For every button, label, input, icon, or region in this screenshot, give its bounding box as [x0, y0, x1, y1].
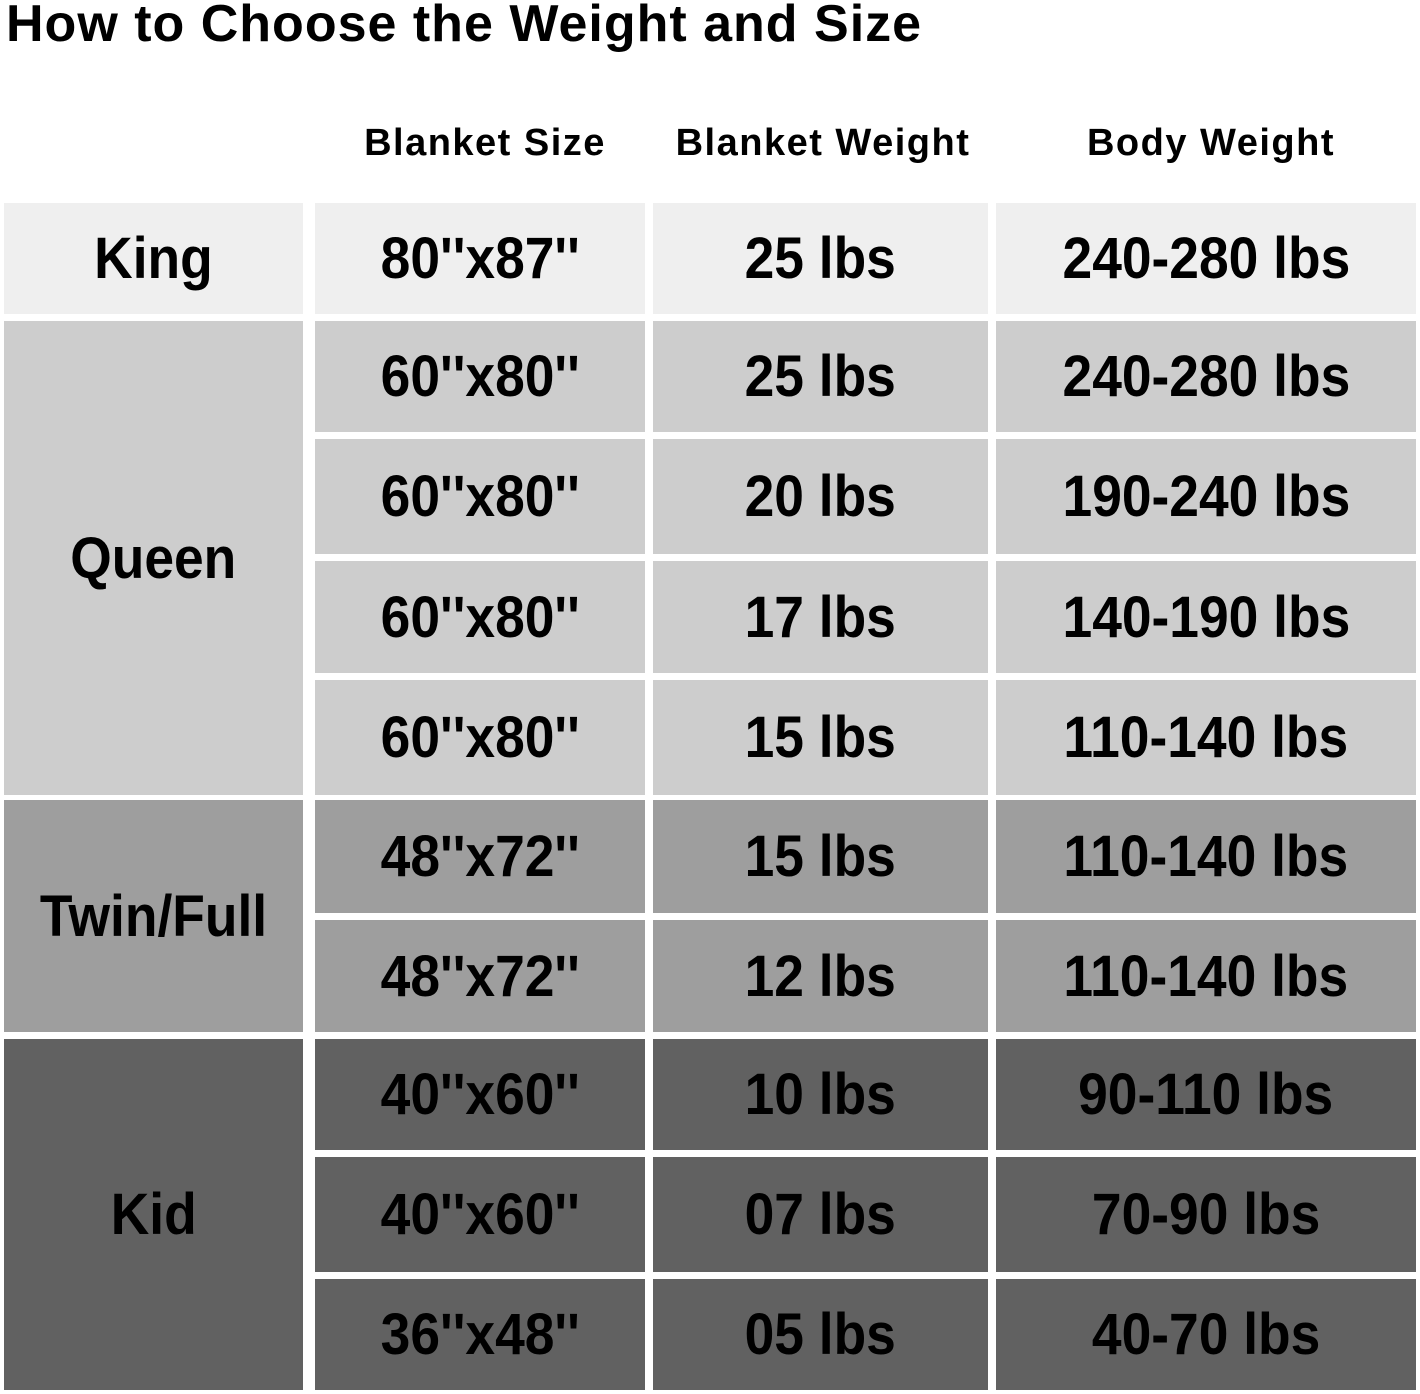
blanket-weight-cell: 10 lbs [653, 1039, 988, 1150]
cell-text: 60''x80'' [380, 705, 580, 770]
cell-text: 12 lbs [744, 943, 897, 1009]
cell-text: 25 lbs [744, 344, 897, 409]
cell-text: 90-110 lbs [1078, 1062, 1334, 1127]
body-weight-cell: 190-240 lbs [996, 439, 1416, 554]
cell-text: 17 lbs [744, 584, 897, 650]
body-weight-cell: 140-190 lbs [996, 561, 1416, 673]
blanket-size-cell: 60''x80'' [315, 561, 645, 673]
header-body-weight: Body Weight [1086, 122, 1335, 164]
cell-text: 48''x72'' [380, 943, 580, 1009]
body-weight-cell: 110-140 lbs [996, 920, 1416, 1032]
cell-text: 60''x80'' [380, 344, 580, 409]
body-weight-cell: 40-70 lbs [996, 1279, 1416, 1390]
cell-text: 48''x72'' [380, 824, 580, 889]
cell-text: 15 lbs [744, 705, 897, 770]
page-title: How to Choose the Weight and Size [6, 0, 923, 53]
cell-text: 20 lbs [744, 464, 897, 529]
blanket-size-cell: 48''x72'' [315, 800, 645, 913]
header-blanket-weight: Blanket Weight [675, 122, 971, 164]
body-weight-cell: 240-280 lbs [996, 203, 1416, 314]
cell-text: 07 lbs [744, 1182, 897, 1247]
blanket-weight-cell: 20 lbs [653, 439, 988, 554]
cell-text: 05 lbs [744, 1302, 897, 1367]
group-label-cell: King [4, 203, 303, 314]
cell-text: 110-140 lbs [1063, 943, 1349, 1009]
cell-text: 40''x60'' [380, 1062, 580, 1127]
cell-text: 40''x60'' [380, 1182, 580, 1247]
blanket-size-cell: 40''x60'' [315, 1039, 645, 1150]
cell-text: 240-280 lbs [1062, 226, 1350, 291]
cell-text: 60''x80'' [380, 584, 580, 650]
blanket-size-cell: 40''x60'' [315, 1157, 645, 1272]
cell-text: 36''x48'' [380, 1302, 580, 1367]
body-weight-cell: 110-140 lbs [996, 680, 1416, 795]
blanket-size-cell: 48''x72'' [315, 920, 645, 1032]
blanket-size-cell: 36''x48'' [315, 1279, 645, 1390]
group-label-cell: Twin/Full [4, 800, 303, 1032]
group-label: King [94, 226, 213, 291]
blanket-size-cell: 60''x80'' [315, 439, 645, 554]
body-weight-cell: 240-280 lbs [996, 321, 1416, 432]
cell-text: 140-190 lbs [1062, 584, 1350, 650]
cell-text: 240-280 lbs [1062, 344, 1350, 409]
blanket-size-cell: 60''x80'' [315, 321, 645, 432]
blanket-size-cell: 60''x80'' [315, 680, 645, 795]
blanket-weight-cell: 15 lbs [653, 680, 988, 795]
cell-text: 110-140 lbs [1063, 705, 1349, 770]
body-weight-cell: 110-140 lbs [996, 800, 1416, 913]
blanket-weight-cell: 05 lbs [653, 1279, 988, 1390]
blanket-size-cell: 80''x87'' [315, 203, 645, 314]
cell-text: 110-140 lbs [1063, 824, 1349, 889]
header-blanket-size: Blanket Size [364, 122, 606, 164]
blanket-weight-cell: 17 lbs [653, 561, 988, 673]
group-label-cell: Queen [4, 321, 303, 795]
group-label: Queen [70, 525, 237, 591]
cell-text: 25 lbs [744, 226, 897, 291]
blanket-weight-cell: 15 lbs [653, 800, 988, 913]
group-label: Twin/Full [39, 883, 268, 949]
blanket-weight-cell: 12 lbs [653, 920, 988, 1032]
cell-text: 70-90 lbs [1091, 1182, 1321, 1247]
blanket-weight-cell: 25 lbs [653, 203, 988, 314]
body-weight-cell: 90-110 lbs [996, 1039, 1416, 1150]
group-label: Kid [110, 1182, 197, 1247]
blanket-weight-cell: 07 lbs [653, 1157, 988, 1272]
cell-text: 190-240 lbs [1062, 464, 1350, 529]
group-label-cell: Kid [4, 1039, 303, 1390]
blanket-weight-cell: 25 lbs [653, 321, 988, 432]
cell-text: 40-70 lbs [1091, 1302, 1321, 1367]
cell-text: 10 lbs [744, 1062, 897, 1127]
body-weight-cell: 70-90 lbs [996, 1157, 1416, 1272]
cell-text: 15 lbs [744, 824, 897, 889]
cell-text: 60''x80'' [380, 464, 580, 529]
cell-text: 80''x87'' [380, 226, 580, 291]
